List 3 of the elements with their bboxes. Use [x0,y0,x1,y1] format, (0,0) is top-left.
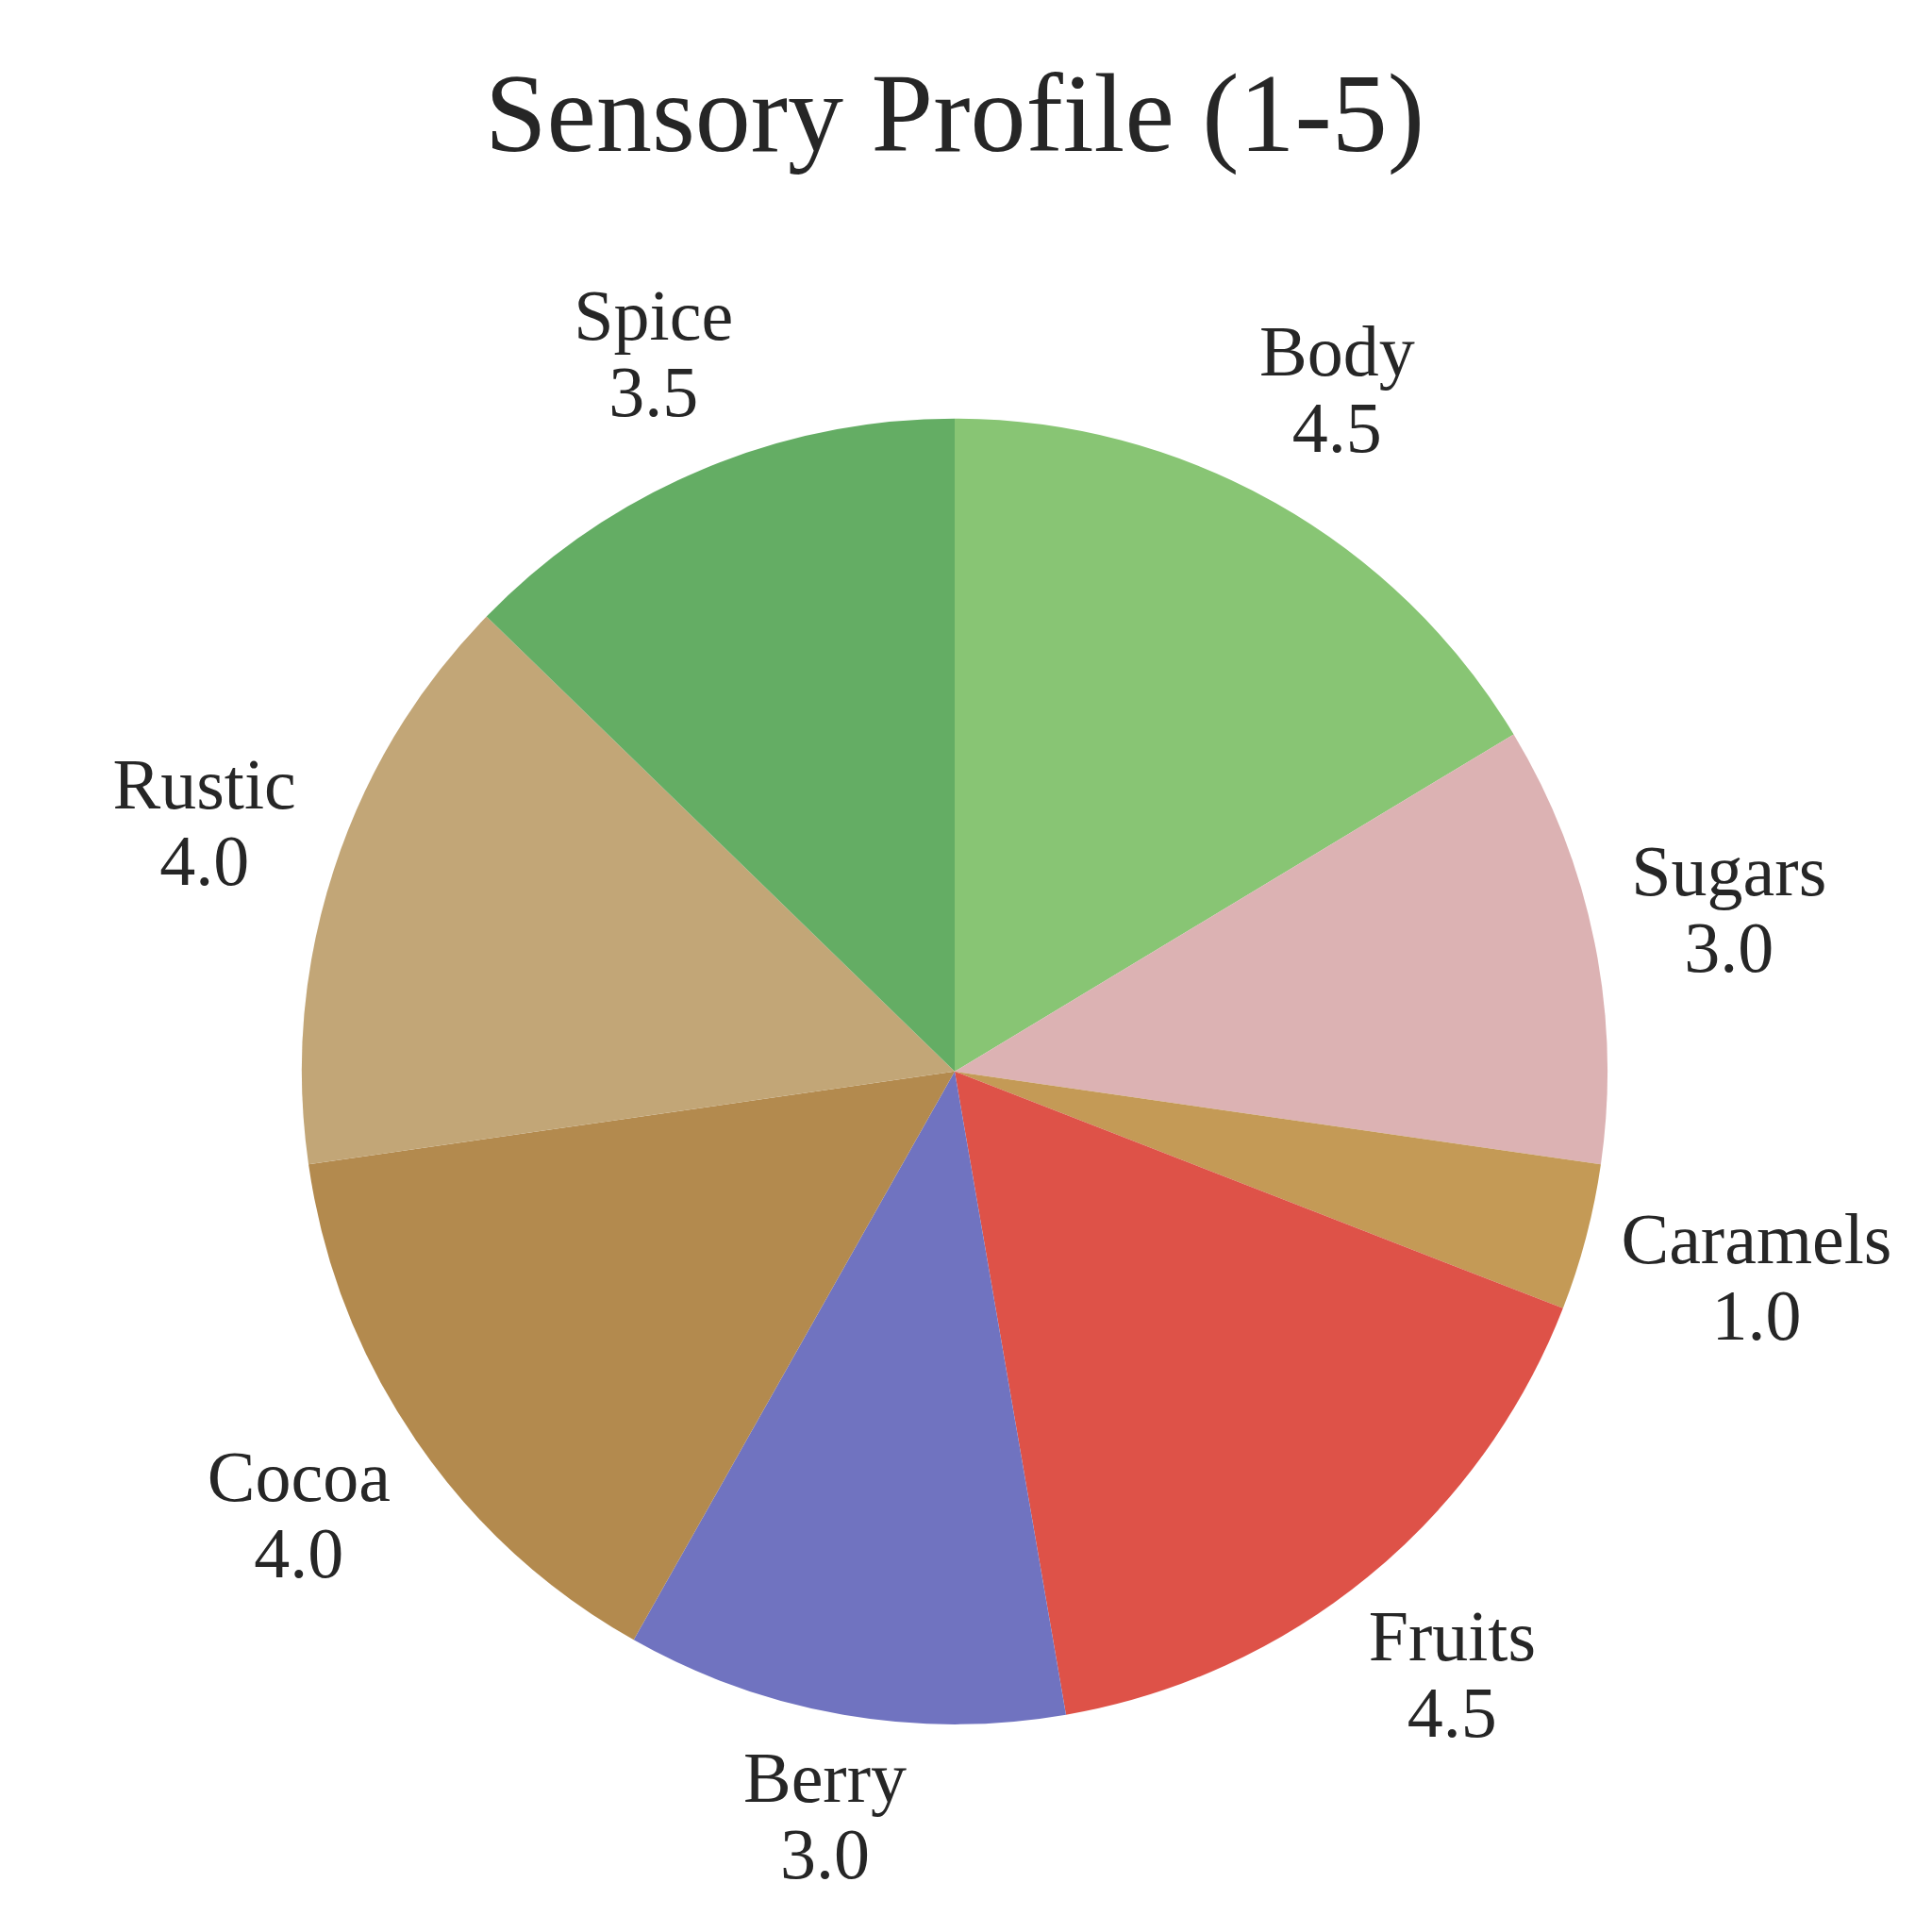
slice-label: Spice [574,275,734,355]
slice-label: Body [1258,310,1415,391]
chart-title: Sensory Profile (1-5) [484,51,1425,175]
